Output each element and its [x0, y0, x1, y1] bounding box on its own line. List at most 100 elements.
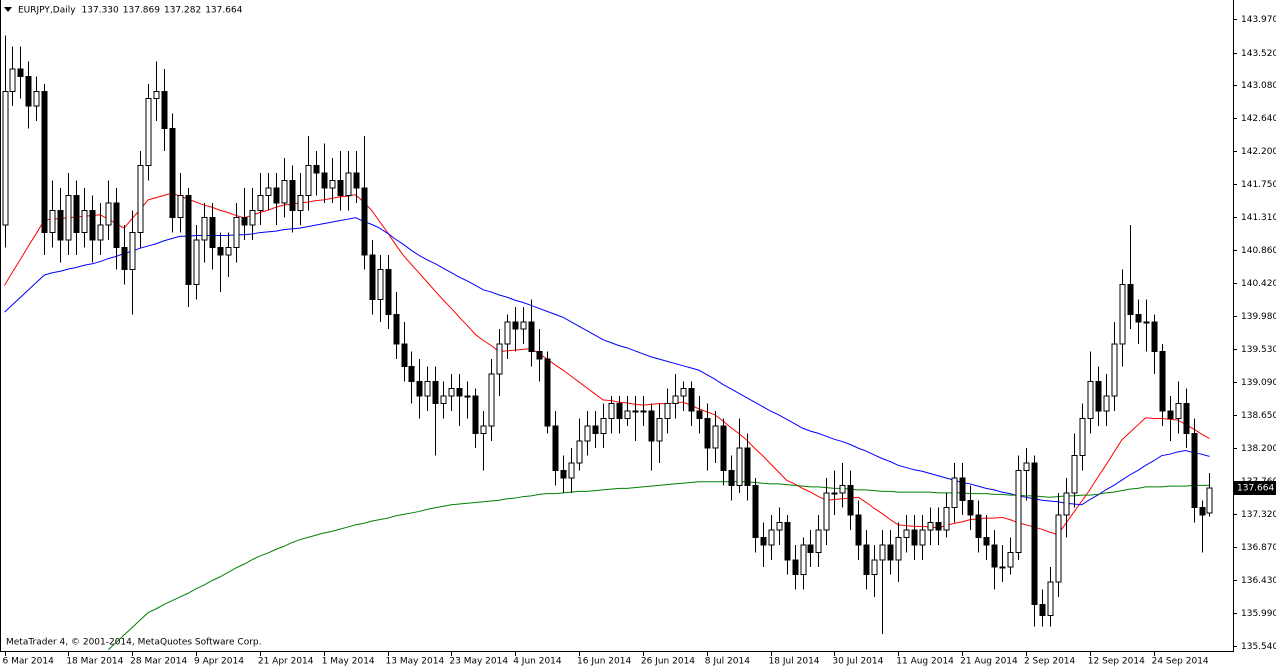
x-tick-label: 8 Jul 2014: [705, 657, 750, 667]
candle-body-up: [800, 544, 807, 576]
candle-body-down: [648, 410, 655, 442]
y-tick-label: 139.980: [1241, 312, 1276, 322]
candle-body-up: [712, 425, 719, 449]
copyright-footer: MetaTrader 4, © 2001-2014, MetaQuotes So…: [6, 638, 262, 648]
candle-body-down: [385, 269, 392, 315]
y-tick-label: 138.650: [1241, 411, 1276, 421]
candle-body-up: [81, 209, 88, 234]
candle-body-up: [145, 98, 152, 167]
menu-triangle[interactable]: [4, 7, 12, 12]
candle-body-up: [600, 417, 607, 434]
candle-body-down: [1183, 403, 1190, 434]
candle-body-down: [1191, 432, 1198, 509]
candle-body-up: [656, 417, 663, 442]
candle-body-up: [672, 395, 679, 405]
x-tick-label: 18 Jul 2014: [769, 657, 820, 667]
candle-body-up: [1055, 514, 1062, 583]
x-tick-label: 11 Aug 2014: [896, 657, 954, 667]
candle-body-down: [472, 395, 479, 434]
candle-body-up: [1015, 470, 1022, 553]
candle-body-down: [321, 172, 328, 189]
candle-body-down: [273, 187, 280, 204]
candle-body-down: [975, 514, 982, 538]
candle-body-up: [776, 522, 783, 531]
candle-body-up: [1103, 395, 1110, 412]
y-tick-label: 140.860: [1241, 246, 1276, 256]
candle-body-down: [41, 90, 48, 234]
candle-body-up: [281, 180, 288, 204]
candle-body-down: [1127, 284, 1134, 315]
candle-body-down: [73, 194, 80, 234]
candle-body-up: [1111, 343, 1118, 397]
candle-body-up: [903, 529, 910, 538]
candle-body-up: [927, 522, 934, 531]
candle-body-down: [217, 246, 224, 256]
candle-body-up: [951, 477, 958, 509]
candle-body-down: [353, 172, 360, 189]
candle-body-up: [576, 440, 583, 464]
candle-body-down: [552, 425, 559, 472]
y-tick-label: 141.750: [1241, 180, 1276, 190]
x-tick-label: 6 Mar 2014: [3, 657, 55, 667]
candle-body-down: [967, 499, 974, 516]
candle-body-up: [2, 90, 9, 226]
candle-body-down: [408, 365, 415, 382]
candle-body-up: [520, 321, 527, 330]
candle-body-down: [57, 209, 64, 241]
candle-body-up: [839, 484, 846, 494]
candle-body-down: [688, 388, 695, 412]
x-tick-label: 9 Apr 2014: [194, 657, 244, 667]
candle-body-down: [369, 254, 376, 300]
x-tick-label: 26 Jun 2014: [641, 657, 695, 667]
candle-body-down: [1159, 351, 1166, 412]
candle-body-down: [17, 68, 24, 77]
candle-body-up: [895, 536, 902, 561]
candle-body-down: [512, 321, 519, 330]
candle-body-up: [193, 239, 200, 286]
candle-body-down: [983, 536, 990, 546]
x-tick-label: 18 Mar 2014: [66, 657, 123, 667]
candle-body-down: [416, 380, 423, 397]
candle-body-down: [209, 217, 216, 248]
ohlc-header-value: 137.664: [205, 6, 242, 16]
candle-body-down: [752, 484, 759, 538]
candle-body-up: [1206, 487, 1213, 514]
candle-body-down: [313, 165, 320, 174]
current-price-box: [1234, 481, 1276, 496]
candle-body-up: [97, 224, 104, 241]
candle-body-up: [815, 529, 822, 553]
candle-body-up: [225, 246, 232, 256]
moving-average-line: [4, 192, 1210, 536]
candle-body-up: [632, 410, 639, 413]
candle-body-up: [49, 209, 56, 234]
candle-body-down: [792, 559, 799, 576]
candle-body-up: [1119, 284, 1126, 345]
candle-body-up: [137, 165, 144, 234]
candle-body-up: [265, 187, 272, 196]
x-tick-label: 4 Jun 2014: [513, 657, 562, 667]
candle-body-down: [1039, 603, 1046, 617]
candle-body-up: [1047, 581, 1054, 617]
candle-body-down: [807, 544, 814, 553]
candle-body-down: [720, 425, 727, 472]
candle-body-up: [440, 395, 447, 405]
candle-body-down: [1167, 410, 1174, 419]
x-tick-label: 12 Sep 2014: [1088, 657, 1145, 667]
candle-body-down: [1095, 380, 1102, 412]
x-tick-label: 28 Mar 2014: [130, 657, 187, 667]
ohlc-header-value: 137.330: [82, 6, 119, 16]
candle-body-down: [911, 529, 918, 546]
candle-body-up: [736, 447, 743, 486]
candle-body-down: [959, 477, 966, 501]
candle-body-up: [377, 269, 384, 300]
candle-body-down: [361, 187, 368, 256]
candle-body-up: [919, 529, 926, 546]
candle-body-down: [1031, 462, 1038, 605]
candle-body-up: [823, 492, 830, 531]
candle-body-up: [177, 194, 184, 219]
x-tick-label: 21 Aug 2014: [960, 657, 1018, 667]
candle-body-down: [760, 536, 767, 546]
